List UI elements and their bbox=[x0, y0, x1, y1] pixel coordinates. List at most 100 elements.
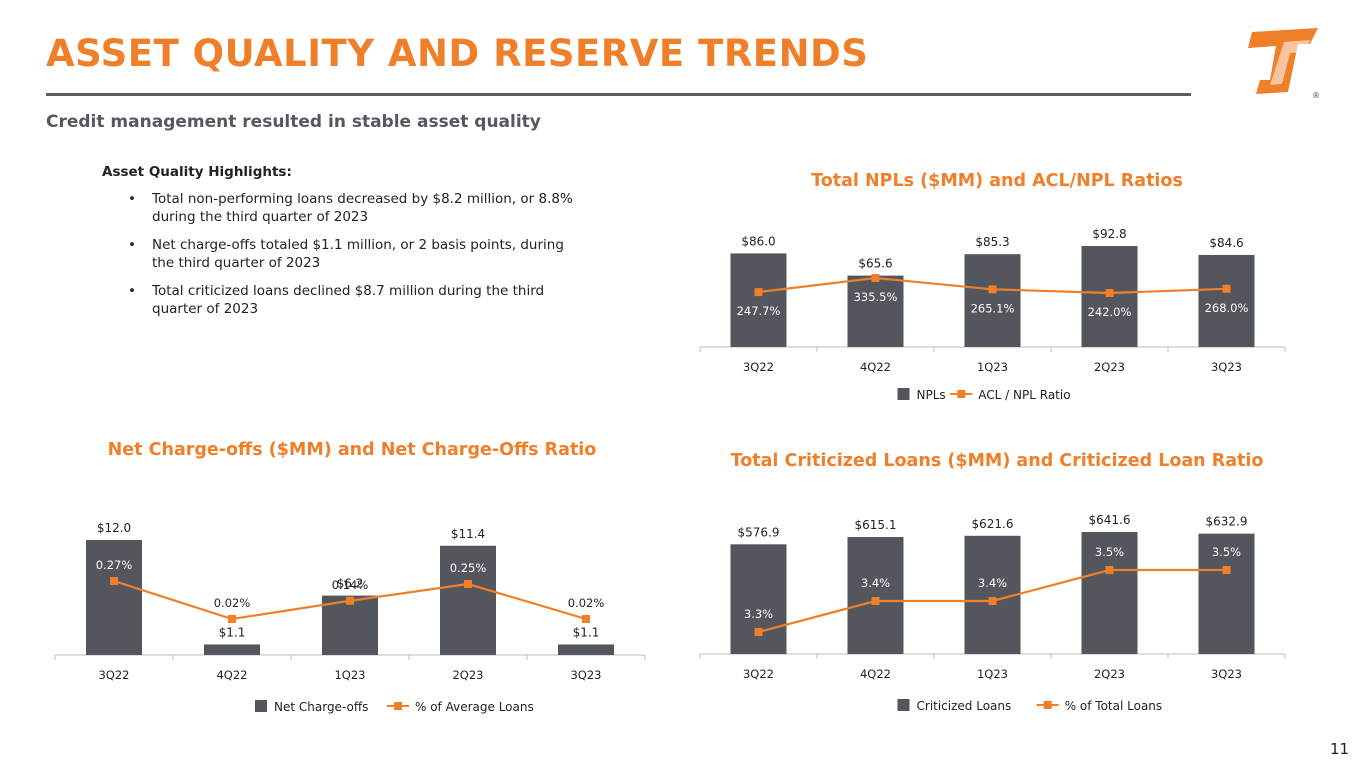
nco-bar bbox=[322, 595, 378, 655]
highlight-line: during the third quarter of 2023 bbox=[152, 209, 369, 225]
nco-ratio-marker bbox=[346, 596, 354, 605]
crit-ratio-marker bbox=[871, 597, 880, 605]
npl-ratio-marker bbox=[988, 285, 997, 294]
nco-ratio-marker bbox=[228, 615, 236, 623]
nco-bar bbox=[86, 540, 142, 655]
nco-ratio-label: 0.25% bbox=[450, 561, 487, 575]
crit-ratio-marker bbox=[1222, 566, 1231, 574]
nco-bar-label: $11.4 bbox=[451, 527, 485, 541]
highlight-line: quarter of 2023 bbox=[152, 301, 259, 317]
nco-ratio-label: 0.27% bbox=[96, 558, 133, 572]
crit-bar bbox=[847, 537, 904, 654]
crit-ratio-label: 3.5% bbox=[1095, 545, 1124, 559]
crit-ratio-marker bbox=[1105, 566, 1114, 574]
company-logo: ® bbox=[1248, 28, 1320, 100]
criticized-loans-chart: $576.9 3Q22 $615.1 4Q22 $621.6 1Q23 $641.6 2Q23… bbox=[699, 513, 1286, 713]
crit-bar-label: $632.9 bbox=[1206, 515, 1248, 529]
nco-category-label: 1Q23 bbox=[334, 668, 365, 682]
crit-bar bbox=[1081, 532, 1138, 654]
nco-bar bbox=[440, 545, 496, 655]
net-charge-offs-chart: $12.0 3Q22 $1.1 4Q22 $6.2 1Q23 $11.4 2Q23 $1.1 3Q… bbox=[54, 521, 646, 714]
crit-legend-swatch-bars bbox=[897, 699, 910, 711]
npl-bar bbox=[847, 275, 904, 347]
nco-category-label: 3Q22 bbox=[98, 668, 129, 682]
crit-bar-label: $576.9 bbox=[738, 525, 780, 539]
nco-legend-label: % of Average Loans bbox=[415, 700, 534, 714]
crit-ratio-label: 3.4% bbox=[978, 576, 1007, 590]
nco-legend-swatch-marker bbox=[394, 702, 402, 710]
crit-category-label: 1Q23 bbox=[977, 667, 1008, 681]
nco-ratio-label: 0.02% bbox=[568, 596, 605, 610]
page-title: ASSET QUALITY AND RESERVE TRENDS bbox=[46, 32, 869, 75]
npl-ratio-label: 335.5% bbox=[854, 290, 898, 304]
crit-category-label: 3Q23 bbox=[1211, 667, 1242, 681]
crit-bar-label: $621.6 bbox=[972, 517, 1014, 531]
npl-ratio-label: 265.1% bbox=[971, 301, 1015, 315]
npl-ratio-marker bbox=[1105, 289, 1114, 297]
npl-ratio-marker bbox=[1222, 284, 1231, 293]
logo-mark-highlight bbox=[1270, 40, 1310, 85]
nco-ratio-marker bbox=[110, 577, 118, 585]
npl-category-label: 4Q22 bbox=[860, 360, 891, 374]
npl-legend-swatch-bars bbox=[897, 388, 910, 400]
npl-bar bbox=[964, 254, 1021, 347]
highlight-line: Total criticized loans declined $8.7 mil… bbox=[152, 283, 545, 299]
nco-bar-label: $6.2 bbox=[337, 577, 364, 591]
crit-bar-label: $615.1 bbox=[855, 518, 897, 532]
npl-ratio-marker bbox=[754, 288, 763, 297]
crit-category-label: 4Q22 bbox=[860, 667, 891, 681]
npl-ratio-label: 268.0% bbox=[1205, 301, 1249, 315]
highlight-line: Total non-performing loans decreased by … bbox=[152, 191, 573, 207]
nco-bar bbox=[558, 644, 614, 655]
crit-category-label: 2Q23 bbox=[1094, 667, 1125, 681]
highlight-item: Total non-performing loans decreased by … bbox=[102, 190, 602, 226]
highlights-heading: Asset Quality Highlights: bbox=[102, 164, 292, 180]
npl-category-label: 1Q23 bbox=[977, 360, 1008, 374]
npl-bar-label: $92.8 bbox=[1092, 227, 1126, 241]
crit-bar-label: $641.6 bbox=[1089, 513, 1131, 527]
nco-bar-label: $1.1 bbox=[573, 625, 600, 639]
nco-category-label: 4Q22 bbox=[216, 668, 247, 682]
highlight-item: Total criticized loans declined $8.7 mil… bbox=[102, 282, 602, 318]
title-divider bbox=[46, 93, 1191, 96]
npl-bar-label: $65.6 bbox=[858, 257, 892, 271]
nco-ratio-label: 0.02% bbox=[214, 596, 251, 610]
crit-ratio-label: 3.4% bbox=[861, 576, 890, 590]
crit-ratio-marker bbox=[754, 628, 763, 636]
npl-bar bbox=[1198, 254, 1255, 347]
npl-category-label: 3Q22 bbox=[743, 360, 774, 374]
nco-chart-title: Net Charge-offs ($MM) and Net Charge-Off… bbox=[107, 440, 597, 460]
registered-mark: ® bbox=[1312, 91, 1320, 100]
npl-bar-label: $85.3 bbox=[975, 235, 1009, 249]
nco-bar bbox=[204, 644, 260, 655]
nco-category-label: 3Q23 bbox=[570, 668, 601, 682]
crit-bar bbox=[730, 544, 787, 654]
crit-ratio-marker bbox=[988, 597, 997, 605]
asset-quality-highlights: Asset Quality Highlights: Total non-perf… bbox=[102, 164, 602, 328]
highlight-item: Net charge-offs totaled $1.1 million, or… bbox=[102, 236, 602, 272]
npl-ratio-marker bbox=[871, 274, 880, 282]
npl-bar-label: $86.0 bbox=[741, 234, 775, 248]
crit-ratio-label: 3.5% bbox=[1212, 545, 1241, 559]
highlights-list: Total non-performing loans decreased by … bbox=[102, 190, 602, 318]
npl-ratio-label: 247.7% bbox=[737, 304, 781, 318]
criticized-chart-title: Total Criticized Loans ($MM) and Critici… bbox=[730, 451, 1264, 471]
nco-ratio-label: 0.14% bbox=[332, 578, 369, 592]
nco-bar-label: $12.0 bbox=[97, 521, 131, 535]
crit-legend-swatch-marker bbox=[1043, 701, 1052, 709]
npl-bar bbox=[730, 253, 787, 347]
nco-legend-label: Net Charge-offs bbox=[274, 700, 368, 714]
crit-legend-label: % of Total Loans bbox=[1065, 699, 1162, 713]
page-subtitle: Credit management resulted in stable ass… bbox=[46, 112, 541, 132]
crit-bar bbox=[1198, 533, 1255, 654]
page-number: 11 bbox=[1330, 740, 1350, 758]
highlight-line: Net charge-offs totaled $1.1 million, or… bbox=[152, 237, 564, 253]
crit-bar bbox=[964, 535, 1021, 654]
npl-legend-label: NPLs bbox=[917, 388, 946, 402]
npl-chart-title: Total NPLs ($MM) and ACL/NPL Ratios bbox=[811, 171, 1183, 191]
highlight-line: the third quarter of 2023 bbox=[152, 255, 321, 271]
crit-category-label: 3Q22 bbox=[743, 667, 774, 681]
npl-category-label: 3Q23 bbox=[1211, 360, 1242, 374]
nco-ratio-marker bbox=[464, 580, 472, 589]
npl-bar-label: $84.6 bbox=[1209, 236, 1243, 250]
